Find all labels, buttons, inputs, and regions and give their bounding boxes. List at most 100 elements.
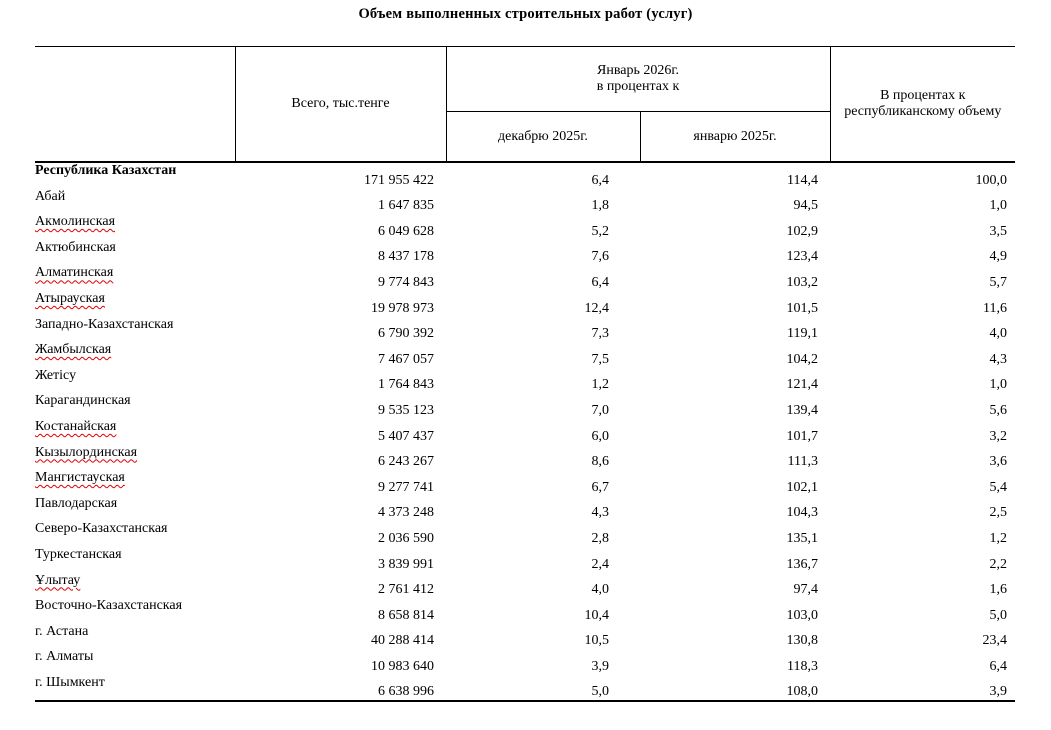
total-tenge-cell: 9 774 843	[378, 274, 434, 290]
pct-to-december-cell: 4,3	[591, 505, 610, 521]
table-row: г. Астана 40 288 414 10,5 130,8 23,4	[35, 624, 1015, 650]
header-january-2026-percent-group: Январь 2026г. в процентах к	[446, 46, 831, 112]
region-name-cell: Мангистауская	[35, 470, 125, 486]
total-tenge-cell: 3 839 991	[378, 556, 434, 572]
pct-to-december-cell: 10,4	[584, 607, 610, 623]
pct-to-january-cell: 104,2	[786, 351, 819, 367]
region-name-cell: г. Астана	[35, 623, 89, 639]
republic-share-cell: 1,0	[989, 377, 1008, 393]
total-tenge-cell: 6 243 267	[378, 454, 434, 470]
table-row: Западно-Казахстанская 6 790 392 7,3 119,1 4,…	[35, 317, 1015, 343]
region-name-cell: Абай	[35, 188, 66, 204]
republic-share-cell: 5,0	[989, 607, 1008, 623]
pct-to-december-cell: 2,8	[591, 530, 610, 546]
pct-to-december-cell: 10,5	[584, 633, 610, 649]
region-name-cell: Жетісу	[35, 367, 77, 383]
header-region	[35, 46, 236, 163]
header-row-sub: декабрю 2025г. январю 2025г.	[35, 111, 1015, 163]
region-name-cell: Северо-Казахстанская	[35, 521, 168, 537]
republic-share-cell: 3,9	[989, 684, 1008, 700]
region-name-cell: Республика Казахстан	[35, 163, 177, 178]
region-name-cell: Карагандинская	[35, 393, 131, 409]
region-name-cell: Акмолинская	[35, 214, 116, 230]
region-name-cell: Жамбылская	[35, 342, 112, 358]
republic-share-cell: 3,6	[989, 454, 1008, 470]
pct-to-january-cell: 111,3	[787, 454, 819, 470]
pct-to-january-cell: 103,2	[786, 274, 819, 290]
pct-to-january-cell: 114,4	[787, 172, 819, 188]
total-tenge-cell: 10 983 640	[371, 658, 434, 674]
pct-to-january-cell: 121,4	[786, 377, 819, 393]
pct-to-january-cell: 94,5	[793, 198, 819, 214]
region-name-cell: Павлодарская	[35, 495, 118, 511]
pct-to-january-cell: 123,4	[786, 249, 819, 265]
table-row: Ұлытау 2 761 412 4,0 97,4 1,6	[35, 573, 1015, 599]
pct-to-december-cell: 5,2	[591, 223, 610, 239]
pct-to-january-cell: 101,5	[786, 300, 819, 316]
republic-share-cell: 3,2	[989, 428, 1008, 444]
header-republic-share: В процентах к республиканскому объему	[830, 46, 1016, 163]
region-name-cell: Западно-Казахстанская	[35, 316, 174, 332]
total-tenge-cell: 40 288 414	[371, 633, 434, 649]
pct-to-december-cell: 6,4	[591, 274, 610, 290]
pct-to-december-cell: 7,5	[591, 351, 610, 367]
table-row: Жетісу 1 764 843 1,2 121,4 1,0	[35, 368, 1015, 394]
table-header: Всего, тыс.тенге Январь 2026г. в процент…	[35, 46, 1016, 163]
pct-to-december-cell: 1,8	[591, 198, 610, 214]
table-row: Жамбылская 7 467 057 7,5 104,2 4,3	[35, 342, 1015, 368]
region-name-cell: Восточно-Казахстанская	[35, 598, 183, 614]
pct-to-january-cell: 118,3	[787, 658, 819, 674]
table-row: г. Шымкент 6 638 996 5,0 108,0 3,9	[35, 675, 1015, 702]
pct-to-december-cell: 5,0	[591, 684, 610, 700]
republic-share-cell: 1,0	[989, 198, 1008, 214]
table-row: Восточно-Казахстанская 8 658 814 10,4 103,0…	[35, 598, 1015, 624]
pct-to-december-cell: 6,7	[591, 479, 610, 495]
table-row: Акмолинская 6 049 628 5,2 102,9 3,5	[35, 214, 1015, 240]
republic-share-cell: 3,5	[989, 223, 1008, 239]
table-row: Кызылординская 6 243 267 8,6 111,3 3,6	[35, 445, 1015, 471]
pct-to-december-cell: 7,6	[591, 249, 610, 265]
table-row: Атырауская 19 978 973 12,4 101,5 11,6	[35, 291, 1015, 317]
header-row-top: Всего, тыс.тенге Январь 2026г. в процент…	[35, 46, 1016, 163]
table-body: Республика Казахстан 171 955 422 6,4 114,4 1…	[35, 162, 1016, 702]
region-name-cell: Кызылординская	[35, 444, 138, 460]
republic-share-cell: 11,6	[983, 300, 1008, 316]
pct-to-december-cell: 2,4	[591, 556, 610, 572]
table-row: Павлодарская 4 373 248 4,3 104,3 2,5	[35, 496, 1015, 522]
republic-share-cell: 6,4	[989, 658, 1008, 674]
region-name-cell: г. Алматы	[35, 649, 94, 665]
total-tenge-cell: 2 761 412	[378, 582, 434, 598]
pct-to-january-cell: 136,7	[786, 556, 819, 572]
total-tenge-cell: 9 535 123	[378, 402, 434, 418]
republic-share-cell: 2,2	[989, 556, 1008, 572]
pct-to-january-cell: 101,7	[786, 428, 819, 444]
total-tenge-cell: 19 978 973	[371, 300, 434, 316]
header-to-january-2025: январю 2025г.	[640, 111, 831, 163]
pct-to-december-cell: 4,0	[591, 582, 610, 598]
pct-to-january-cell: 135,1	[786, 530, 819, 546]
table-row: Алматинская 9 774 843 6,4 103,2 5,7	[35, 265, 1015, 291]
region-name-cell: г. Шымкент	[35, 674, 105, 690]
region-name-cell: Алматинская	[35, 265, 114, 281]
table-row: Республика Казахстан 171 955 422 6,4 114,4 1…	[35, 162, 1015, 189]
total-tenge-cell: 9 277 741	[378, 479, 434, 495]
table-row: Туркестанская 3 839 991 2,4 136,7 2,2	[35, 547, 1015, 573]
pct-to-january-cell: 104,3	[786, 505, 819, 521]
republic-share-cell: 1,6	[989, 582, 1008, 598]
pct-to-december-cell: 8,6	[591, 454, 610, 470]
pct-to-january-cell: 102,1	[786, 479, 819, 495]
table-row: Костанайская 5 407 437 6,0 101,7 3,2	[35, 419, 1015, 445]
table-row: Мангистауская 9 277 741 6,7 102,1 5,4	[35, 470, 1015, 496]
pct-to-december-cell: 6,4	[591, 172, 610, 188]
pct-to-january-cell: 119,1	[787, 326, 819, 342]
region-name-cell: Атырауская	[35, 290, 105, 306]
pct-to-december-cell: 7,0	[591, 402, 610, 418]
region-name-cell: Актюбинская	[35, 239, 116, 255]
total-tenge-cell: 1 647 835	[378, 198, 434, 214]
republic-share-cell: 4,9	[989, 249, 1008, 265]
table-row: Актюбинская 8 437 178 7,6 123,4 4,9	[35, 240, 1015, 266]
republic-share-cell: 4,3	[989, 351, 1008, 367]
header-total-tenge: Всего, тыс.тенге	[235, 46, 447, 163]
table-row: Карагандинская 9 535 123 7,0 139,4 5,6	[35, 393, 1015, 419]
